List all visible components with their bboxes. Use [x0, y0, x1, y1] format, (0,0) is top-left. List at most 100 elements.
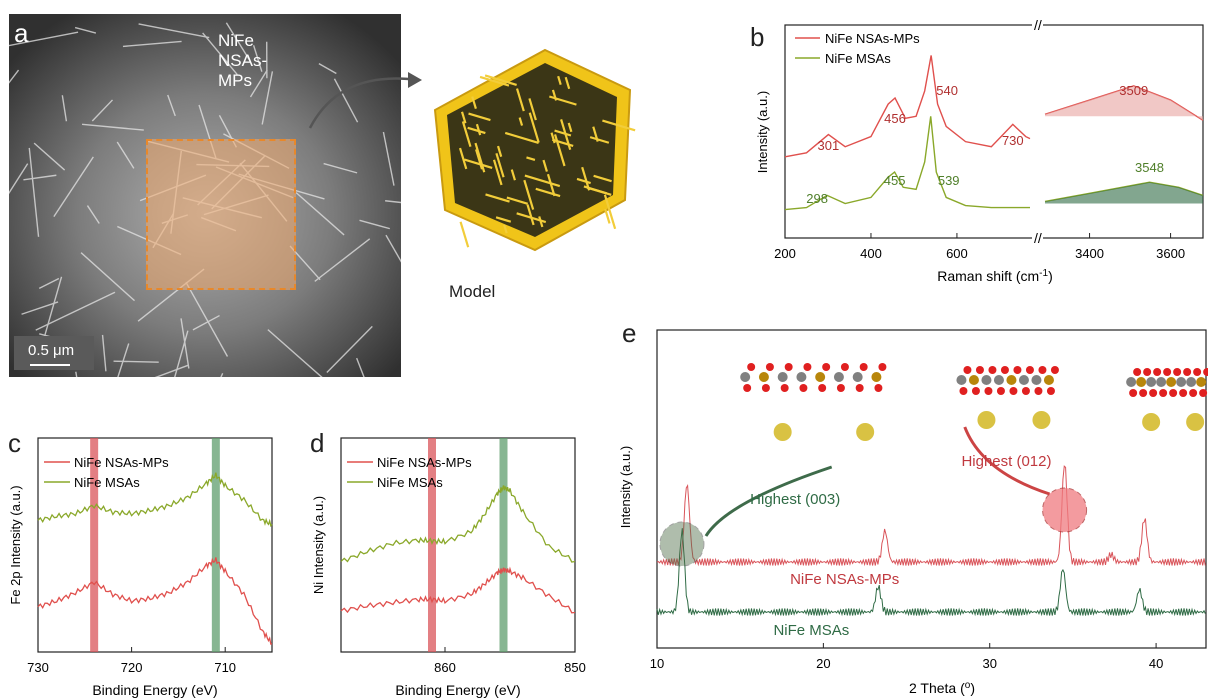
atom [959, 387, 968, 395]
nanosheet-line [202, 32, 238, 76]
atom [1153, 368, 1162, 376]
atom [836, 384, 845, 392]
atom [1193, 368, 1202, 376]
nanosheet-line [61, 95, 68, 122]
legend-label: NiFe NSAs-MPs [74, 455, 169, 470]
model-wall [557, 75, 562, 85]
model-wall [542, 159, 548, 172]
arrow-icon [963, 426, 1051, 496]
atom [963, 366, 972, 374]
series-label: NiFe MSAs [773, 622, 849, 639]
atom [878, 363, 887, 371]
model-wall [471, 96, 477, 110]
atom [871, 372, 882, 382]
plot-frame [37, 437, 273, 653]
nanosheet-line [9, 31, 79, 47]
model-wall [518, 117, 524, 126]
model-wall [524, 174, 561, 188]
model-wall [506, 196, 529, 205]
x-axis-label: Raman shift (cm-1) [937, 268, 1053, 284]
highlight-circle-012 [1042, 487, 1088, 533]
peak-label: 540 [936, 83, 958, 98]
x-tick-label: 20 [816, 656, 830, 671]
model-wall [468, 112, 491, 122]
atom [1018, 375, 1029, 385]
model-wall [553, 134, 566, 167]
atom [956, 375, 967, 385]
atom [1021, 387, 1030, 395]
plot-frame [656, 329, 1207, 649]
nanosheet-line [86, 205, 100, 224]
model-wall [602, 119, 636, 132]
molecule-structure-012-b [1126, 368, 1208, 431]
atom [1173, 368, 1182, 376]
arrow-icon [308, 72, 422, 129]
model-wall [535, 187, 561, 198]
panel-d-label: d [310, 428, 325, 458]
nanosheet-line [21, 301, 59, 315]
atom [1163, 368, 1172, 376]
model-label: Model [449, 282, 496, 301]
atom [1000, 366, 1009, 374]
atom [855, 384, 864, 392]
fe2p-chart: 730 720 710 Binding Energy (eV) Fe 2p Intens… [8, 437, 273, 698]
atom [773, 423, 792, 441]
reference-band [499, 438, 508, 652]
unit-superscript: o [965, 680, 971, 691]
unit-close: ) [1048, 268, 1053, 284]
x-tick-label: 710 [214, 660, 236, 675]
atom [740, 372, 751, 382]
model-wall [593, 174, 612, 183]
x-tick-label: 3600 [1156, 246, 1185, 261]
atom [796, 372, 807, 382]
raman-chart: // // 200 400 600 3400 3600 Raman shift (cm-1) I… [755, 20, 1204, 284]
peak-label: 539 [938, 173, 960, 188]
nanosheet-line [314, 238, 371, 282]
atom [1006, 375, 1017, 385]
atom [1129, 389, 1138, 397]
nanosheet-line [385, 200, 401, 204]
plot-frame [784, 24, 1204, 239]
atom [780, 384, 789, 392]
model-wall [460, 111, 467, 124]
y-axis-label: Ni Intensity (a.u.) [311, 496, 326, 594]
atom [761, 384, 770, 392]
nanosheet-line [323, 162, 358, 174]
atom [1043, 375, 1054, 385]
unit-close: ) [970, 680, 975, 696]
legend-label: NiFe NSAs-MPs [377, 455, 472, 470]
panel-a-label: a [14, 18, 29, 48]
atom [1046, 387, 1055, 395]
atom [1189, 389, 1198, 397]
atom [1186, 413, 1205, 431]
ni2p-chart: 860 850 Binding Energy (eV) Ni Intensity (a… [311, 437, 586, 698]
plot-frame [340, 437, 576, 653]
peak-label: 455 [884, 173, 906, 188]
unit-superscript: -1 [1039, 268, 1048, 279]
atom [1142, 413, 1161, 431]
model-wall [474, 142, 486, 173]
model-wall [528, 98, 537, 121]
legend-label: NiFe MSAs [74, 475, 140, 490]
peak-label: 298 [806, 191, 828, 206]
highlight-region [146, 139, 296, 290]
xrd-chart: 10 20 30 40 2 Theta (o) Intensity (a.u.) NiFe … [618, 329, 1208, 696]
model-wall [581, 166, 591, 191]
atom [984, 387, 993, 395]
reference-band [428, 438, 436, 652]
atom [1203, 368, 1208, 376]
atom [765, 363, 774, 371]
axis-break-bottom: // [1034, 230, 1042, 246]
x-axis-label: 2 Theta (o) [909, 680, 975, 696]
legend-label: NiFe MSAs [825, 51, 891, 66]
series-line-msas [784, 116, 1030, 211]
atom [1126, 377, 1137, 387]
model-wall [496, 145, 503, 158]
atom [777, 372, 788, 382]
atom [1146, 377, 1157, 387]
molecule-structure-012-a [956, 366, 1059, 429]
nanosheet-line [81, 123, 144, 131]
atom [977, 411, 996, 429]
x-tick-label: 40 [1149, 656, 1163, 671]
x-axis-label: Binding Energy (eV) [92, 682, 217, 698]
